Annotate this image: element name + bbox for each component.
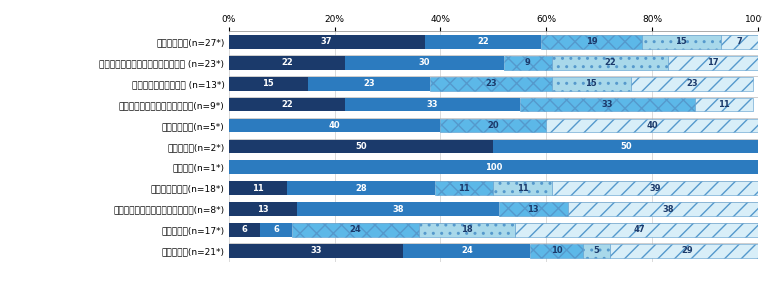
Text: 28: 28 [355, 184, 367, 193]
Bar [520, 98, 695, 111]
Bar [552, 77, 631, 91]
Bar [229, 56, 345, 70]
Text: 37: 37 [321, 38, 332, 46]
Text: 29: 29 [681, 246, 693, 255]
Text: 50: 50 [355, 142, 367, 151]
Text: 13: 13 [258, 205, 269, 213]
Text: 6: 6 [274, 225, 279, 235]
Bar [229, 98, 345, 111]
Bar [498, 202, 568, 216]
Text: 7: 7 [737, 38, 742, 46]
Bar [345, 56, 504, 70]
Bar [541, 35, 642, 49]
Bar [631, 77, 753, 91]
Text: 22: 22 [477, 38, 488, 46]
Bar [430, 77, 552, 91]
Bar [287, 181, 435, 195]
Text: 23: 23 [485, 79, 497, 88]
Text: 24: 24 [350, 225, 362, 235]
Text: 23: 23 [686, 79, 698, 88]
Bar [229, 140, 494, 153]
Bar [546, 119, 758, 132]
Text: 40: 40 [328, 121, 341, 130]
Text: 9: 9 [525, 58, 530, 67]
Bar [642, 35, 721, 49]
Text: 18: 18 [461, 225, 472, 235]
Text: 11: 11 [252, 184, 264, 193]
Bar [552, 181, 758, 195]
Bar [308, 77, 430, 91]
Text: 22: 22 [604, 58, 616, 67]
Bar [721, 35, 758, 49]
Text: 33: 33 [427, 100, 438, 109]
Bar [514, 223, 762, 237]
Text: 15: 15 [262, 79, 274, 88]
Text: 22: 22 [281, 100, 293, 109]
Bar [229, 202, 297, 216]
Bar [494, 181, 552, 195]
Text: 5: 5 [594, 246, 600, 255]
Text: 17: 17 [707, 58, 719, 67]
Bar [440, 119, 546, 132]
Bar [297, 202, 498, 216]
Text: 38: 38 [662, 205, 674, 213]
Text: 47: 47 [633, 225, 645, 235]
Bar [424, 35, 541, 49]
Bar [695, 98, 753, 111]
Bar [292, 223, 419, 237]
Bar [504, 56, 552, 70]
Bar [530, 244, 584, 258]
Bar [610, 244, 762, 258]
Bar [229, 35, 424, 49]
Text: 24: 24 [461, 246, 472, 255]
Bar [668, 56, 758, 70]
Text: 30: 30 [419, 58, 431, 67]
Bar [229, 181, 287, 195]
Bar [403, 244, 530, 258]
Bar [568, 202, 762, 216]
Text: 11: 11 [459, 184, 470, 193]
Bar [552, 56, 668, 70]
Bar [229, 119, 440, 132]
Bar [419, 223, 514, 237]
Bar [345, 98, 520, 111]
Bar [494, 140, 758, 153]
Bar [584, 244, 610, 258]
Bar [261, 223, 292, 237]
Text: 38: 38 [392, 205, 404, 213]
Text: 50: 50 [620, 142, 632, 151]
Bar [229, 223, 261, 237]
Text: 11: 11 [517, 184, 528, 193]
Bar [229, 244, 403, 258]
Text: 13: 13 [527, 205, 539, 213]
Text: 15: 15 [585, 79, 597, 88]
Text: 11: 11 [718, 100, 730, 109]
Bar [229, 77, 308, 91]
Bar [435, 181, 494, 195]
Text: 19: 19 [585, 38, 597, 46]
Text: 33: 33 [601, 100, 613, 109]
Text: 100: 100 [485, 163, 502, 172]
Text: 15: 15 [676, 38, 687, 46]
Bar [229, 160, 758, 174]
Text: 23: 23 [363, 79, 375, 88]
Text: 39: 39 [649, 184, 661, 193]
Text: 22: 22 [281, 58, 293, 67]
Text: 10: 10 [551, 246, 563, 255]
Text: 6: 6 [242, 225, 248, 235]
Text: 40: 40 [646, 121, 658, 130]
Text: 33: 33 [310, 246, 322, 255]
Text: 20: 20 [488, 121, 499, 130]
